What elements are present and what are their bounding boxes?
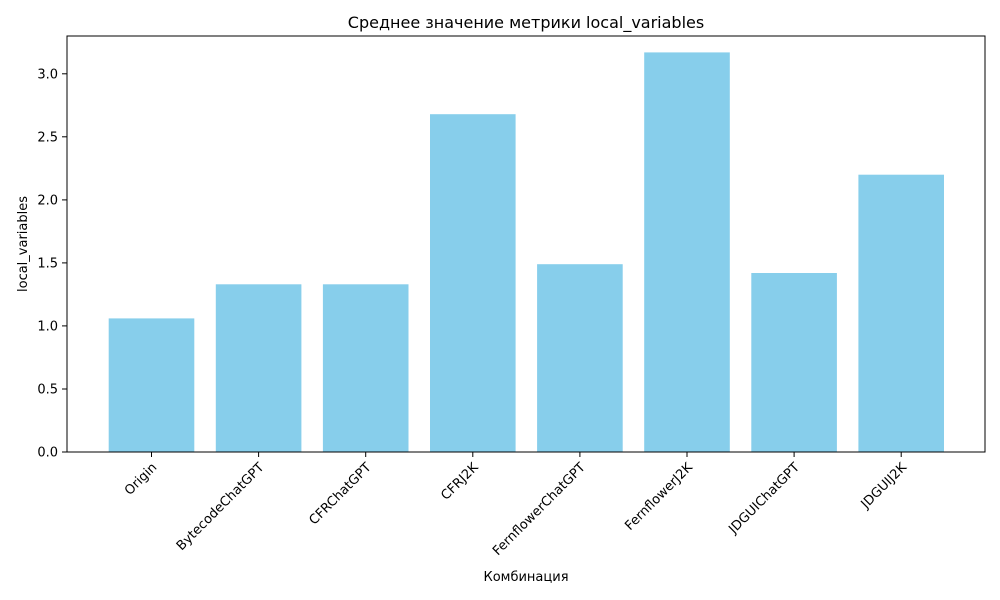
bar-CFRJ2K	[430, 114, 516, 452]
bar-JDGUIChatGPT	[751, 273, 837, 452]
y-axis-label: local_variables	[16, 196, 31, 292]
bar-FernflowerJ2K	[644, 52, 730, 453]
y-tick-label-1.0: 1.0	[37, 319, 58, 334]
chart-title: Среднее значение метрики local_variables	[348, 13, 704, 33]
y-tick-label-2.0: 2.0	[37, 193, 58, 208]
bar-Origin	[108, 318, 195, 452]
bar-FernflowerChatGPT	[537, 264, 623, 452]
bar-JDGUIJ2K	[858, 174, 944, 452]
y-tick-label-0.0: 0.0	[37, 446, 58, 461]
y-tick-label-1.5: 1.5	[37, 256, 58, 271]
plot-area	[108, 52, 944, 453]
bar-CFRChatGPT	[322, 284, 409, 452]
x-axis-label: Комбинация	[483, 570, 568, 585]
axes-frame	[66, 35, 986, 453]
y-tick-label-0.5: 0.5	[37, 383, 58, 398]
y-tick-label-3.0: 3.0	[37, 67, 58, 82]
y-tick-label-2.5: 2.5	[37, 130, 58, 145]
bar-BytecodeChatGPT	[215, 284, 302, 452]
